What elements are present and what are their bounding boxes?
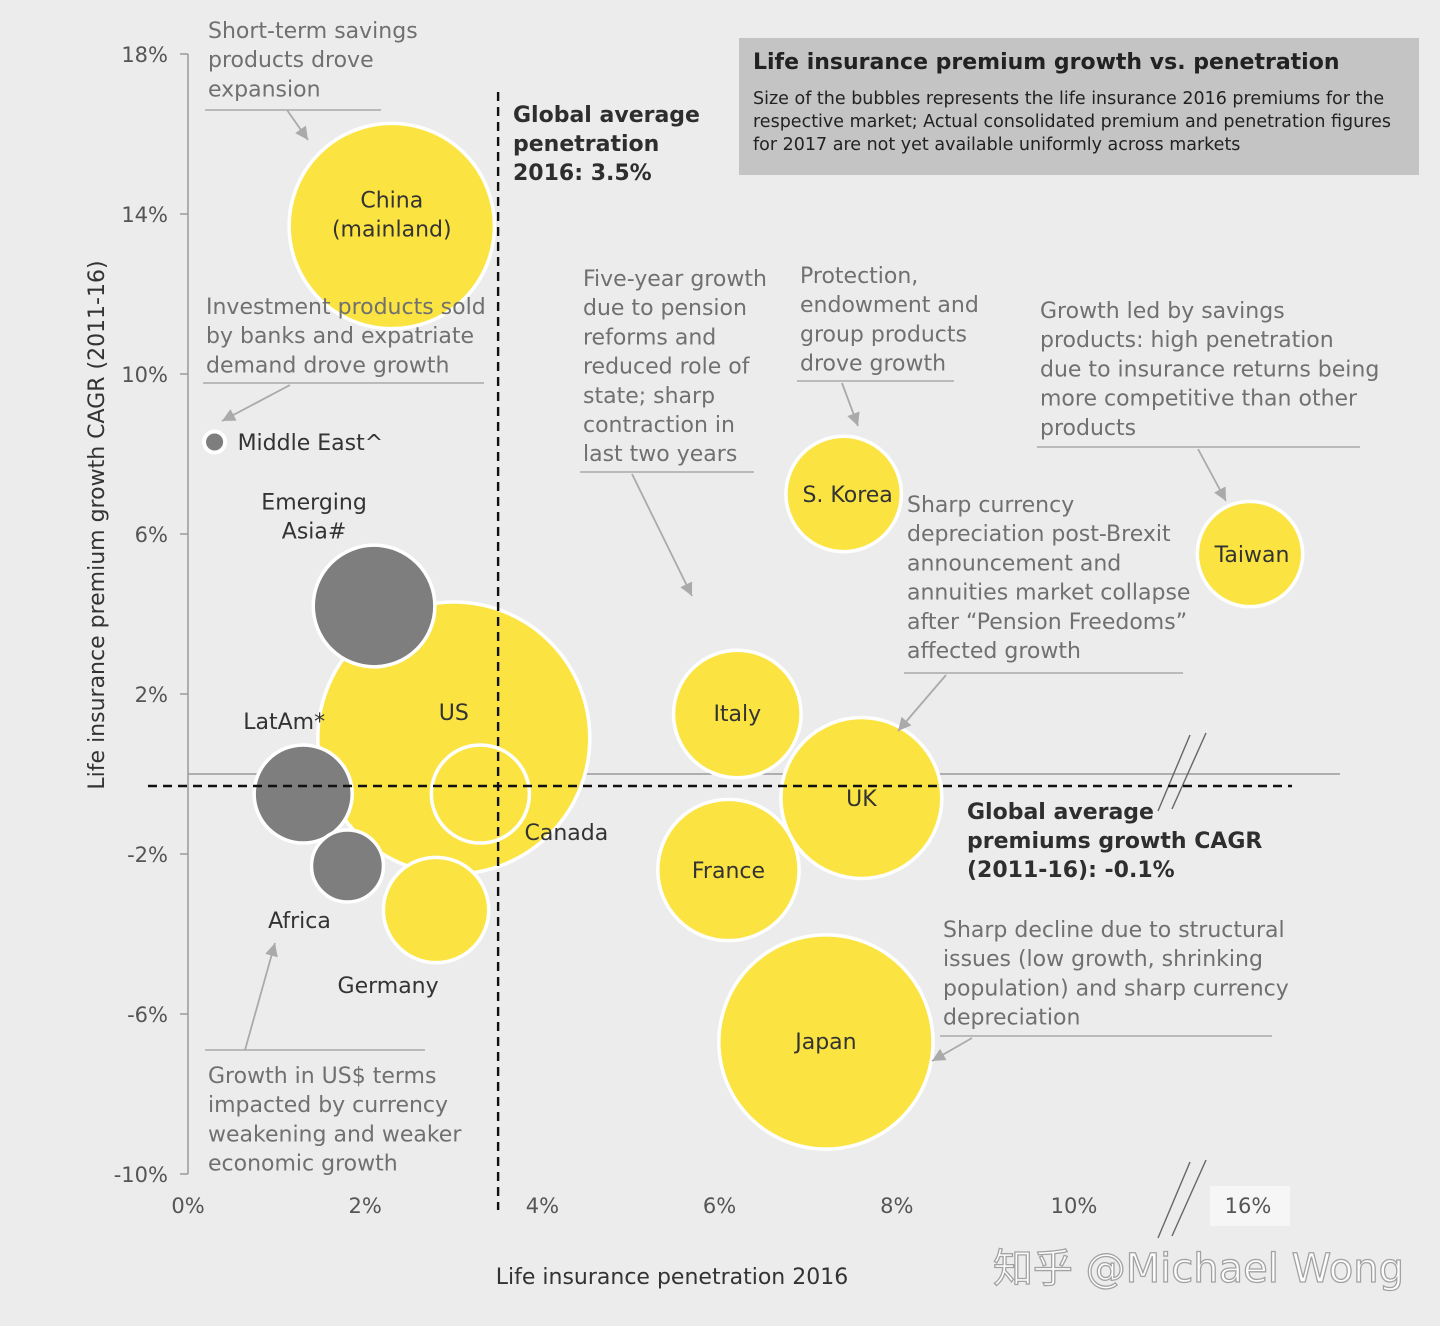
bubble-label-latam: LatAm* [243,710,325,735]
x-break-tick-background [1210,1186,1290,1226]
bubble-africa [309,828,386,904]
bubble-emerging-asia [311,543,437,669]
annotation-china-mainland: Short-term savings products drove expansio… [208,19,418,102]
bubble-label-france: France [692,859,765,884]
annotation-s-korea: Protection, endowment and group products dr… [800,264,979,377]
annotation-s-korea-arrowhead [847,411,860,426]
reference-label-penetration: Global average penetration 2016: 3.5% [513,103,700,186]
watermark-text: 知乎 @Michael Wong [993,1246,1404,1292]
bubble-italy [671,648,803,780]
annotation-italy: Five-year growth due to pension reforms an… [583,267,767,467]
y-tick-label: 2% [135,683,168,707]
y-tick-label: -10% [114,1163,168,1187]
annotation-italy-arrowhead [680,581,693,596]
y-axis-title: Life insurance premium growth CAGR (2011… [85,260,110,789]
bubble-label-s-korea: S. Korea [802,483,892,508]
y-tick-label: 18% [121,43,168,67]
axis-break-mark [1171,732,1207,810]
axis-break-mark [1157,734,1191,812]
reference-label-growth: Global average premiums growth CAGR (2011-… [967,800,1262,883]
annotation-italy-leader [631,473,693,597]
bubble-label-canada: Canada [525,821,609,846]
axis-break-mark [1157,1161,1191,1239]
x-tick-label: 8% [880,1194,913,1218]
y-tick-label: 6% [135,523,168,547]
annotation-africa-leader [244,942,276,1051]
bubble-label-africa: Africa [268,909,331,934]
bubble-taiwan [1195,499,1305,609]
bubble-germany [381,855,491,965]
annotation-japan-arrowhead [932,1048,947,1061]
bubble-middle-east [202,429,228,455]
bubble-s-korea [784,434,904,554]
title-box [739,38,1419,175]
y-tick-label: -2% [127,843,168,867]
bubble-label-italy: Italy [713,702,761,727]
x-tick-label: 10% [1051,1194,1098,1218]
y-tick-label: 14% [121,203,168,227]
bubble-label-emerging-asia: Emerging Asia# [261,491,367,545]
bubble-canada [429,743,532,845]
y-tick-label: 10% [121,363,168,387]
bubble-label-middle-east: Middle East^ [238,431,384,456]
annotation-middle-east-arrowhead [222,409,237,421]
annotation-africa: Growth in US$ terms impacted by currency w… [208,1064,462,1177]
x-tick-label: 2% [349,1194,382,1218]
bubble-latam [252,743,354,845]
annotation-taiwan: Growth led by savings products: high pene… [1040,299,1379,441]
bubble-label-us: US [439,701,469,726]
annotation-uk: Sharp currency depreciation post-Brexit an… [907,493,1190,664]
bubble-uk [779,715,944,881]
annotation-japan: Sharp decline due to structural issues (l… [943,918,1289,1031]
x-tick-label: 6% [703,1194,736,1218]
x-axis-title: Life insurance penetration 2016 [496,1265,848,1290]
annotation-middle-east: Investment products sold by banks and exp… [206,295,486,378]
bubble-china-mainland [287,121,497,331]
bubble-label-taiwan: Taiwan [1214,543,1290,568]
x-tick-label: 4% [526,1194,559,1218]
y-tick-label: -6% [127,1003,168,1027]
bubble-japan [717,933,935,1151]
axis-break-mark [1171,1159,1207,1237]
chart-subtitle: Size of the bubbles represents the life … [753,89,1391,155]
annotation-uk-arrowhead [898,716,912,731]
annotation-africa-arrowhead [265,943,278,958]
bubble-label-germany: Germany [338,974,439,999]
bubble-label-japan: Japan [793,1030,856,1055]
bubble-label-uk: UK [846,787,877,812]
chart-title: Life insurance premium growth vs. penetr… [753,50,1340,75]
annotation-china-mainland-arrowhead [295,125,308,140]
x-break-tick-label: 16% [1225,1194,1272,1218]
bubble-france [656,797,801,943]
bubble-label-china-mainland: China (mainland) [332,189,452,243]
x-tick-label: 0% [171,1194,204,1218]
annotation-taiwan-arrowhead [1214,486,1226,501]
